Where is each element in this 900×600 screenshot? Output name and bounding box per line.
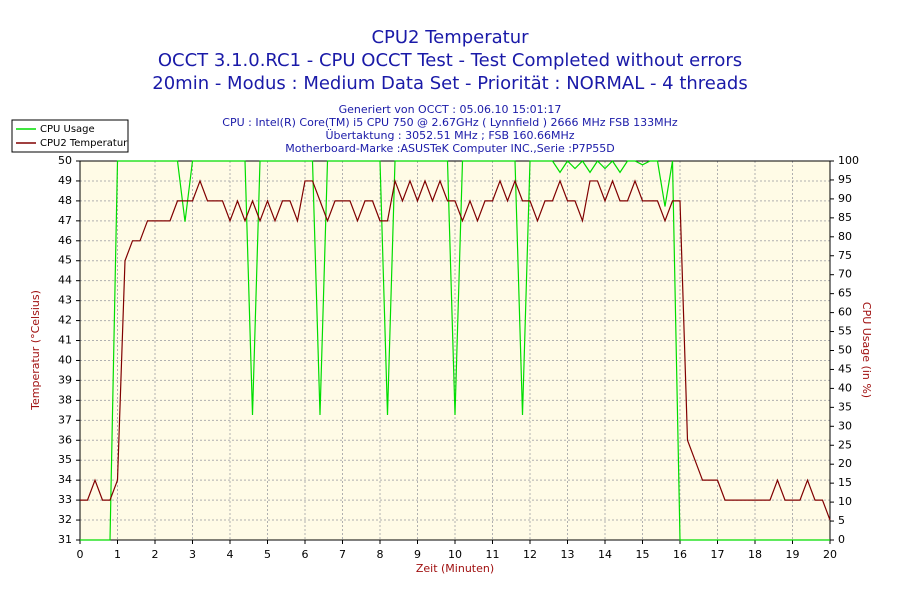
y2-tick-label: 30 [838, 419, 852, 432]
y2-tick-label: 25 [838, 438, 852, 451]
chart-title: CPU2 Temperatur [371, 27, 529, 48]
y2-tick-label: 15 [838, 476, 852, 489]
x-axis-label: Zeit (Minuten) [416, 562, 494, 575]
x-tick-label: 4 [227, 548, 234, 561]
y-tick-label: 34 [58, 473, 72, 486]
y2-tick-label: 90 [838, 192, 852, 205]
y-axis-label: Temperatur (°Celsius) [29, 290, 42, 411]
legend [11, 119, 129, 153]
y2-tick-label: 55 [838, 325, 852, 338]
y2-tick-label: 75 [838, 249, 852, 262]
x-tick-label: 14 [598, 548, 612, 561]
y2-tick-label: 80 [838, 230, 852, 243]
x-tick-label: 19 [786, 548, 800, 561]
y-tick-label: 32 [58, 513, 72, 526]
y2-tick-label: 5 [838, 514, 845, 527]
info-line: Generiert von OCCT : 05.06.10 15:01:17 [339, 103, 562, 116]
y2-tick-label: 40 [838, 381, 852, 394]
y-tick-label: 42 [58, 314, 72, 327]
x-tick-label: 16 [673, 548, 687, 561]
y2-tick-label: 100 [838, 154, 859, 167]
y-tick-label: 40 [58, 353, 72, 366]
x-tick-label: 18 [748, 548, 762, 561]
y2-tick-label: 45 [838, 362, 852, 375]
chart-subtitle: 20min - Modus : Medium Data Set - Priori… [152, 73, 747, 94]
y-tick-label: 49 [58, 174, 72, 187]
x-tick-label: 1 [114, 548, 121, 561]
legend-label: CPU2 Temperatur [40, 138, 128, 149]
y2-tick-label: 35 [838, 400, 852, 413]
x-tick-label: 3 [189, 548, 196, 561]
info-line: CPU : Intel(R) Core(TM) i5 CPU 750 @ 2.6… [222, 116, 678, 129]
x-tick-label: 5 [264, 548, 271, 561]
data-line [80, 160, 830, 541]
y-tick-label: 37 [58, 413, 72, 426]
chart-subtitle: OCCT 3.1.0.RC1 - CPU OCCT Test - Test Co… [158, 50, 742, 71]
y2-tick-label: 50 [838, 344, 852, 357]
x-tick-label: 6 [302, 548, 309, 561]
x-tick-label: 20 [823, 548, 837, 561]
y-tick-label: 33 [58, 493, 72, 506]
y-tick-label: 46 [58, 234, 72, 247]
x-tick-label: 0 [77, 548, 84, 561]
y-tick-label: 43 [58, 294, 72, 307]
y2-axis-label: CPU Usage (in %) [860, 302, 873, 398]
y2-tick-label: 0 [838, 533, 845, 546]
y2-tick-label: 20 [838, 457, 852, 470]
y2-tick-label: 70 [838, 268, 852, 281]
x-tick-label: 9 [414, 548, 421, 561]
x-tick-label: 10 [448, 548, 462, 561]
y-tick-label: 36 [58, 433, 72, 446]
y-tick-label: 41 [58, 334, 72, 347]
y-tick-label: 48 [58, 194, 72, 207]
y2-tick-label: 60 [838, 306, 852, 319]
x-tick-label: 7 [339, 548, 346, 561]
info-line: Motherboard-Marke :ASUSTeK Computer INC.… [285, 142, 614, 155]
data-line [80, 178, 831, 521]
y-tick-label: 38 [58, 393, 72, 406]
y-tick-label: 45 [58, 254, 72, 267]
y-tick-label: 47 [58, 214, 72, 227]
legend-label: CPU Usage [40, 124, 95, 135]
y2-tick-label: 65 [838, 287, 852, 300]
y2-tick-label: 95 [838, 173, 852, 186]
y-tick-label: 31 [58, 533, 72, 546]
y-tick-label: 35 [58, 453, 72, 466]
x-tick-label: 13 [561, 548, 575, 561]
plot-border [79, 160, 831, 541]
y-tick-label: 44 [58, 274, 72, 287]
y-tick-label: 39 [58, 373, 72, 386]
y2-tick-label: 85 [838, 211, 852, 224]
x-tick-label: 17 [711, 548, 725, 561]
x-tick-label: 15 [636, 548, 650, 561]
y-tick-label: 50 [58, 154, 72, 167]
x-tick-label: 11 [486, 548, 500, 561]
x-tick-label: 12 [523, 548, 537, 561]
y2-tick-label: 10 [838, 495, 852, 508]
x-tick-label: 8 [377, 548, 384, 561]
info-line: Übertaktung : 3052.51 MHz ; FSB 160.66MH… [325, 129, 574, 142]
x-tick-label: 2 [152, 548, 159, 561]
